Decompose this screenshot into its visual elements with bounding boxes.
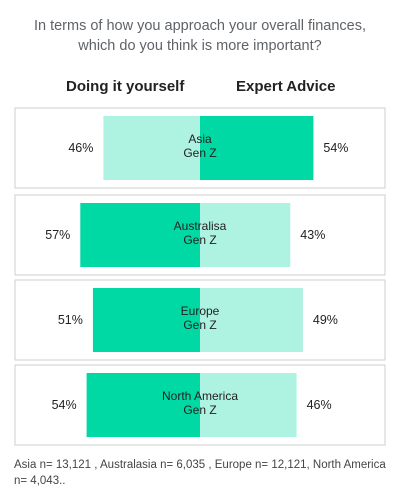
bar-diy-north-america — [86, 373, 200, 437]
category-label-europe-0: Europe — [181, 304, 220, 318]
bar-expert-asia — [200, 116, 314, 180]
value-label-expert-australisa: 43% — [300, 228, 325, 242]
bar-expert-north-america — [200, 373, 297, 437]
sample-size-footnote: Asia n= 13,121 , Australasia n= 6,035 , … — [14, 459, 386, 487]
category-label-asia-0: Asia — [188, 132, 212, 146]
value-label-diy-australisa: 57% — [45, 228, 70, 242]
bar-diy-asia — [103, 116, 200, 180]
value-label-diy-europe: 51% — [58, 313, 83, 327]
bar-diy-australisa — [80, 203, 200, 267]
bar-diy-europe — [92, 288, 200, 352]
chart-title: In terms of how you approach your overal… — [33, 18, 367, 54]
category-label-north-america-1: Gen Z — [183, 403, 216, 417]
category-label-europe-1: Gen Z — [183, 318, 216, 332]
value-label-expert-north-america: 46% — [307, 398, 332, 412]
category-label-australisa-1: Gen Z — [183, 233, 216, 247]
bar-expert-australisa — [200, 203, 291, 267]
column-header-diy: Doing it yourself — [66, 78, 185, 95]
column-header-expert: Expert Advice — [236, 78, 336, 95]
bar-expert-europe — [200, 288, 303, 352]
value-label-expert-asia: 54% — [323, 141, 348, 155]
category-label-north-america-0: North America — [162, 389, 238, 403]
value-label-diy-north-america: 54% — [52, 398, 77, 412]
category-label-australisa-0: Australisa — [174, 219, 227, 233]
category-label-asia-1: Gen Z — [183, 146, 216, 160]
value-label-expert-europe: 49% — [313, 313, 338, 327]
value-label-diy-asia: 46% — [68, 141, 93, 155]
